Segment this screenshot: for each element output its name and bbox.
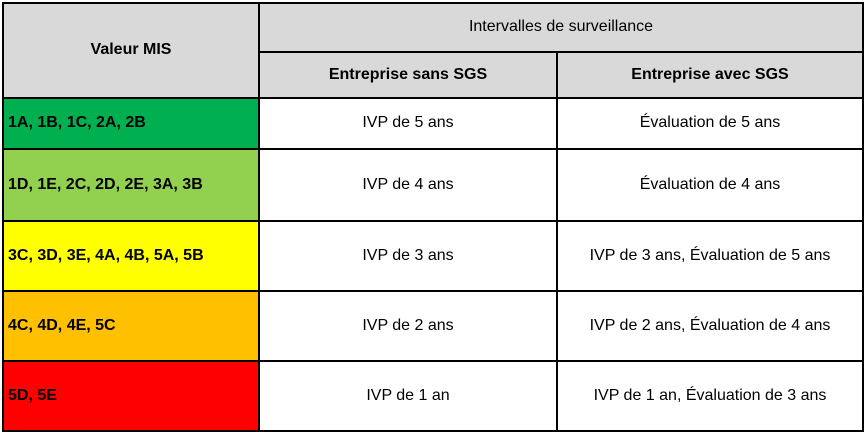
avec-sgs-cell: IVP de 2 ans, Évaluation de 4 ans xyxy=(556,290,864,362)
header-row-sub: Entreprise sans SGS Entreprise avec SGS xyxy=(3,51,864,99)
avec-sgs-cell: Évaluation de 5 ans xyxy=(556,97,864,150)
table-row: 1A, 1B, 1C, 2A, 2B IVP de 5 ans Évaluati… xyxy=(2,97,864,150)
sans-sgs-cell: IVP de 2 ans xyxy=(258,290,558,362)
avec-sgs-cell: Évaluation de 4 ans xyxy=(556,148,864,222)
mis-values-cell: 5D, 5E xyxy=(2,360,260,432)
sans-sgs-cell: IVP de 4 ans xyxy=(258,148,558,222)
entreprise-sans-sgs-header: Entreprise sans SGS xyxy=(258,51,558,99)
mis-values-cell: 4C, 4D, 4E, 5C xyxy=(2,290,260,362)
sans-sgs-cell: IVP de 3 ans xyxy=(258,220,558,292)
avec-sgs-cell: IVP de 1 an, Évaluation de 3 ans xyxy=(556,360,864,432)
table-row: 5D, 5E IVP de 1 an IVP de 1 an, Évaluati… xyxy=(2,360,864,432)
mis-values-cell: 1A, 1B, 1C, 2A, 2B xyxy=(2,97,260,150)
sans-sgs-cell: IVP de 5 ans xyxy=(258,97,558,150)
sans-sgs-cell: IVP de 1 an xyxy=(258,360,558,432)
table-row: 4C, 4D, 4E, 5C IVP de 2 ans IVP de 2 ans… xyxy=(2,290,864,362)
table-row: 3C, 3D, 3E, 4A, 4B, 5A, 5B IVP de 3 ans … xyxy=(2,220,864,292)
mis-values-cell: 1D, 1E, 2C, 2D, 2E, 3A, 3B xyxy=(2,148,260,222)
intervalles-surveillance-header: Intervalles de surveillance xyxy=(258,2,864,53)
avec-sgs-cell: IVP de 3 ans, Évaluation de 5 ans xyxy=(556,220,864,292)
entreprise-avec-sgs-header: Entreprise avec SGS xyxy=(556,51,864,99)
valeur-mis-header: Valeur MIS xyxy=(2,2,260,99)
table-row: 1D, 1E, 2C, 2D, 2E, 3A, 3B IVP de 4 ans … xyxy=(2,148,864,222)
mis-values-cell: 3C, 3D, 3E, 4A, 4B, 5A, 5B xyxy=(2,220,260,292)
header-row-top: Valeur MIS Intervalles de surveillance xyxy=(2,2,864,99)
